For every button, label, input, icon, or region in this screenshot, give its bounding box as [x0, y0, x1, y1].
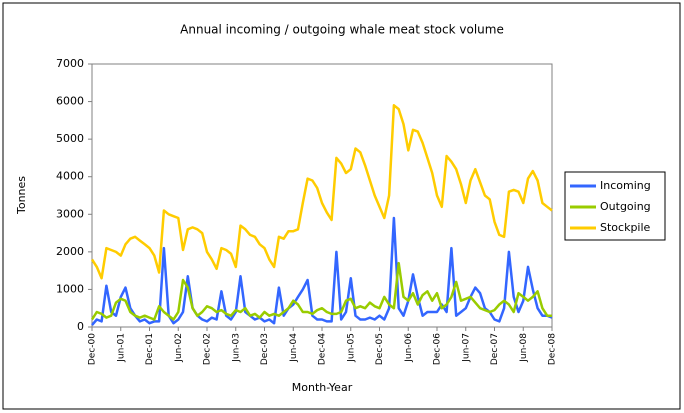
x-tick-label: Jun-06: [404, 333, 414, 363]
x-tick-label: Jun-01: [116, 333, 126, 363]
chart-title: Annual incoming / outgoing whale meat st…: [180, 23, 504, 37]
legend-label: Outgoing: [600, 200, 651, 213]
legend-label: Incoming: [600, 179, 651, 192]
x-tick-label: Dec-01: [145, 333, 155, 365]
x-tick-label: Dec-08: [548, 333, 558, 365]
x-tick-label: Jun-08: [519, 333, 529, 363]
x-tick-label: Jun-05: [346, 333, 356, 363]
y-tick-label: 7000: [56, 57, 84, 70]
y-tick-label: 2000: [56, 245, 84, 258]
legend-label: Stockpile: [600, 221, 651, 234]
y-tick-label: 5000: [56, 132, 84, 145]
y-tick-label: 6000: [56, 95, 84, 108]
x-axis-label: Month-Year: [292, 381, 353, 394]
x-tick-label: Jun-04: [289, 333, 299, 363]
x-tick-label: Dec-04: [318, 333, 328, 365]
x-tick-label: Jun-02: [174, 333, 184, 363]
y-tick-label: 1000: [56, 282, 84, 295]
series-line: [90, 261, 552, 321]
x-tick-label: Jun-03: [231, 333, 241, 363]
y-tick-label: 4000: [56, 170, 84, 183]
x-tick-label: Dec-05: [375, 333, 385, 365]
x-tick-label: Dec-02: [203, 333, 213, 365]
x-tick-label: Dec-00: [88, 333, 98, 365]
y-axis-label: Tonnes: [15, 176, 28, 215]
x-tick-label: Dec-06: [433, 333, 443, 365]
x-tick-label: Dec-03: [260, 333, 270, 365]
x-tick-label: Dec-07: [490, 333, 500, 365]
y-tick-label: 3000: [56, 207, 84, 220]
series-line: [90, 104, 553, 280]
x-tick-label: Jun-07: [461, 333, 471, 363]
y-tick-label: 0: [77, 320, 84, 333]
